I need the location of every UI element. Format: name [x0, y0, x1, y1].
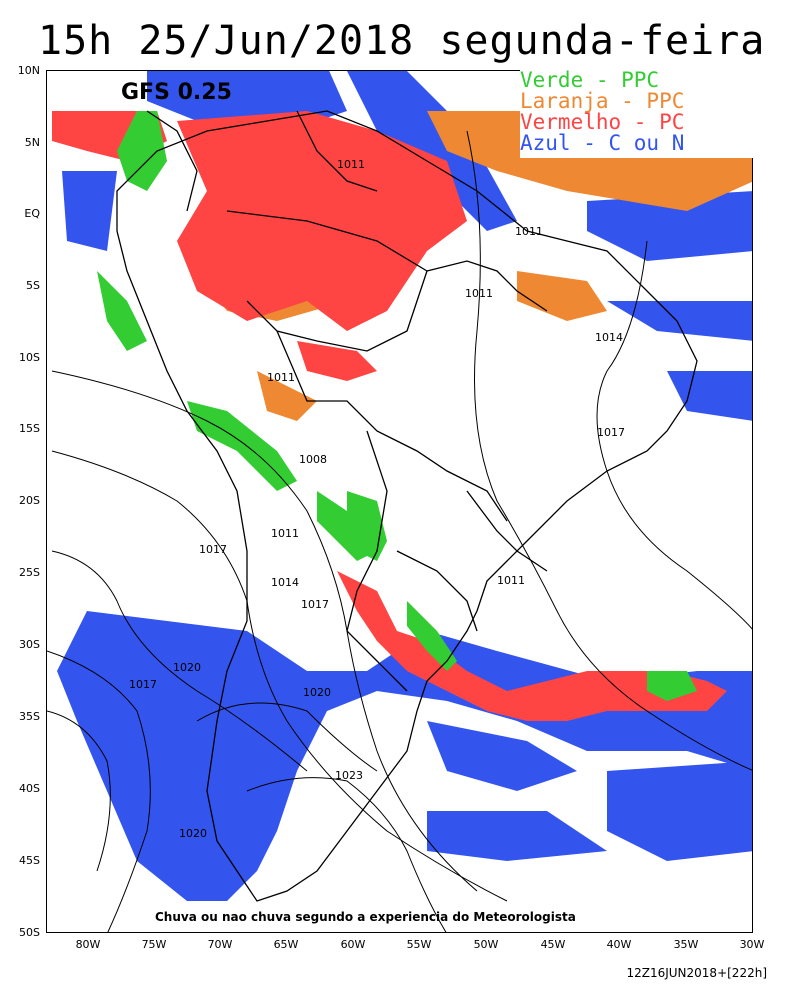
- svg-text:1011: 1011: [465, 287, 493, 300]
- lat-label: 35S: [19, 710, 40, 723]
- lon-label: 55W: [406, 938, 432, 951]
- svg-text:1011: 1011: [515, 225, 543, 238]
- svg-text:1011: 1011: [337, 158, 365, 171]
- lat-label: 5S: [26, 279, 40, 292]
- svg-text:1011: 1011: [497, 574, 525, 587]
- lat-label: 30S: [19, 638, 40, 651]
- svg-text:1017: 1017: [597, 426, 625, 439]
- lat-label: 15S: [19, 422, 40, 435]
- svg-text:1014: 1014: [595, 331, 623, 344]
- lon-label: 30W: [739, 938, 765, 951]
- lat-label: 10N: [17, 64, 40, 77]
- lat-label: 50S: [19, 926, 40, 939]
- legend-item-red: Vermelho - PC: [520, 110, 685, 134]
- svg-text:1017: 1017: [199, 543, 227, 556]
- svg-text:1020: 1020: [179, 827, 207, 840]
- lat-label: 40S: [19, 782, 40, 795]
- map-title: 15h 25/Jun/2018 segunda-feira: [38, 18, 766, 64]
- lon-label: 80W: [75, 938, 101, 951]
- legend-item-blue: Azul - C ou N: [520, 131, 685, 155]
- coastlines: [116, 110, 698, 902]
- svg-text:1008: 1008: [299, 453, 327, 466]
- run-info: 12Z16JUN2018+[222h]: [626, 966, 767, 980]
- svg-text:1023: 1023: [335, 769, 363, 782]
- map-frame: 1011 1011 1011 1014 1011 1017 1008 1011 …: [46, 70, 753, 933]
- svg-text:1011: 1011: [267, 371, 295, 384]
- model-label: GFS 0.25: [121, 80, 232, 105]
- lon-label: 45W: [540, 938, 566, 951]
- legend-item-orange: Laranja - PPC: [520, 89, 685, 113]
- caption: Chuva ou nao chuva segundo a experiencia…: [155, 910, 576, 924]
- lat-label: 45S: [19, 854, 40, 867]
- lon-label: 50W: [473, 938, 499, 951]
- svg-text:1020: 1020: [303, 686, 331, 699]
- lat-label: 5N: [24, 136, 40, 149]
- svg-text:1017: 1017: [301, 598, 329, 611]
- lat-label: EQ: [24, 207, 40, 220]
- svg-text:1020: 1020: [173, 661, 201, 674]
- isobars: [47, 130, 752, 932]
- isobar-labels: 1011 1011 1011 1014 1011 1017 1008 1011 …: [129, 158, 625, 840]
- svg-text:1017: 1017: [129, 678, 157, 691]
- lat-label: 25S: [19, 566, 40, 579]
- lon-label: 75W: [141, 938, 167, 951]
- map-canvas: 1011 1011 1011 1014 1011 1017 1008 1011 …: [47, 71, 752, 932]
- lon-label: 70W: [207, 938, 233, 951]
- lon-label: 35W: [673, 938, 699, 951]
- svg-text:1014: 1014: [271, 576, 299, 589]
- lat-label: 20S: [19, 494, 40, 507]
- svg-text:1011: 1011: [271, 527, 299, 540]
- green-areas: [97, 111, 697, 701]
- lat-label: 10S: [19, 351, 40, 364]
- legend: Verde - PPC Laranja - PPC Vermelho - PC …: [520, 70, 753, 158]
- lon-label: 60W: [340, 938, 366, 951]
- lon-label: 65W: [273, 938, 299, 951]
- legend-item-green: Verde - PPC: [520, 68, 660, 92]
- lon-label: 40W: [606, 938, 632, 951]
